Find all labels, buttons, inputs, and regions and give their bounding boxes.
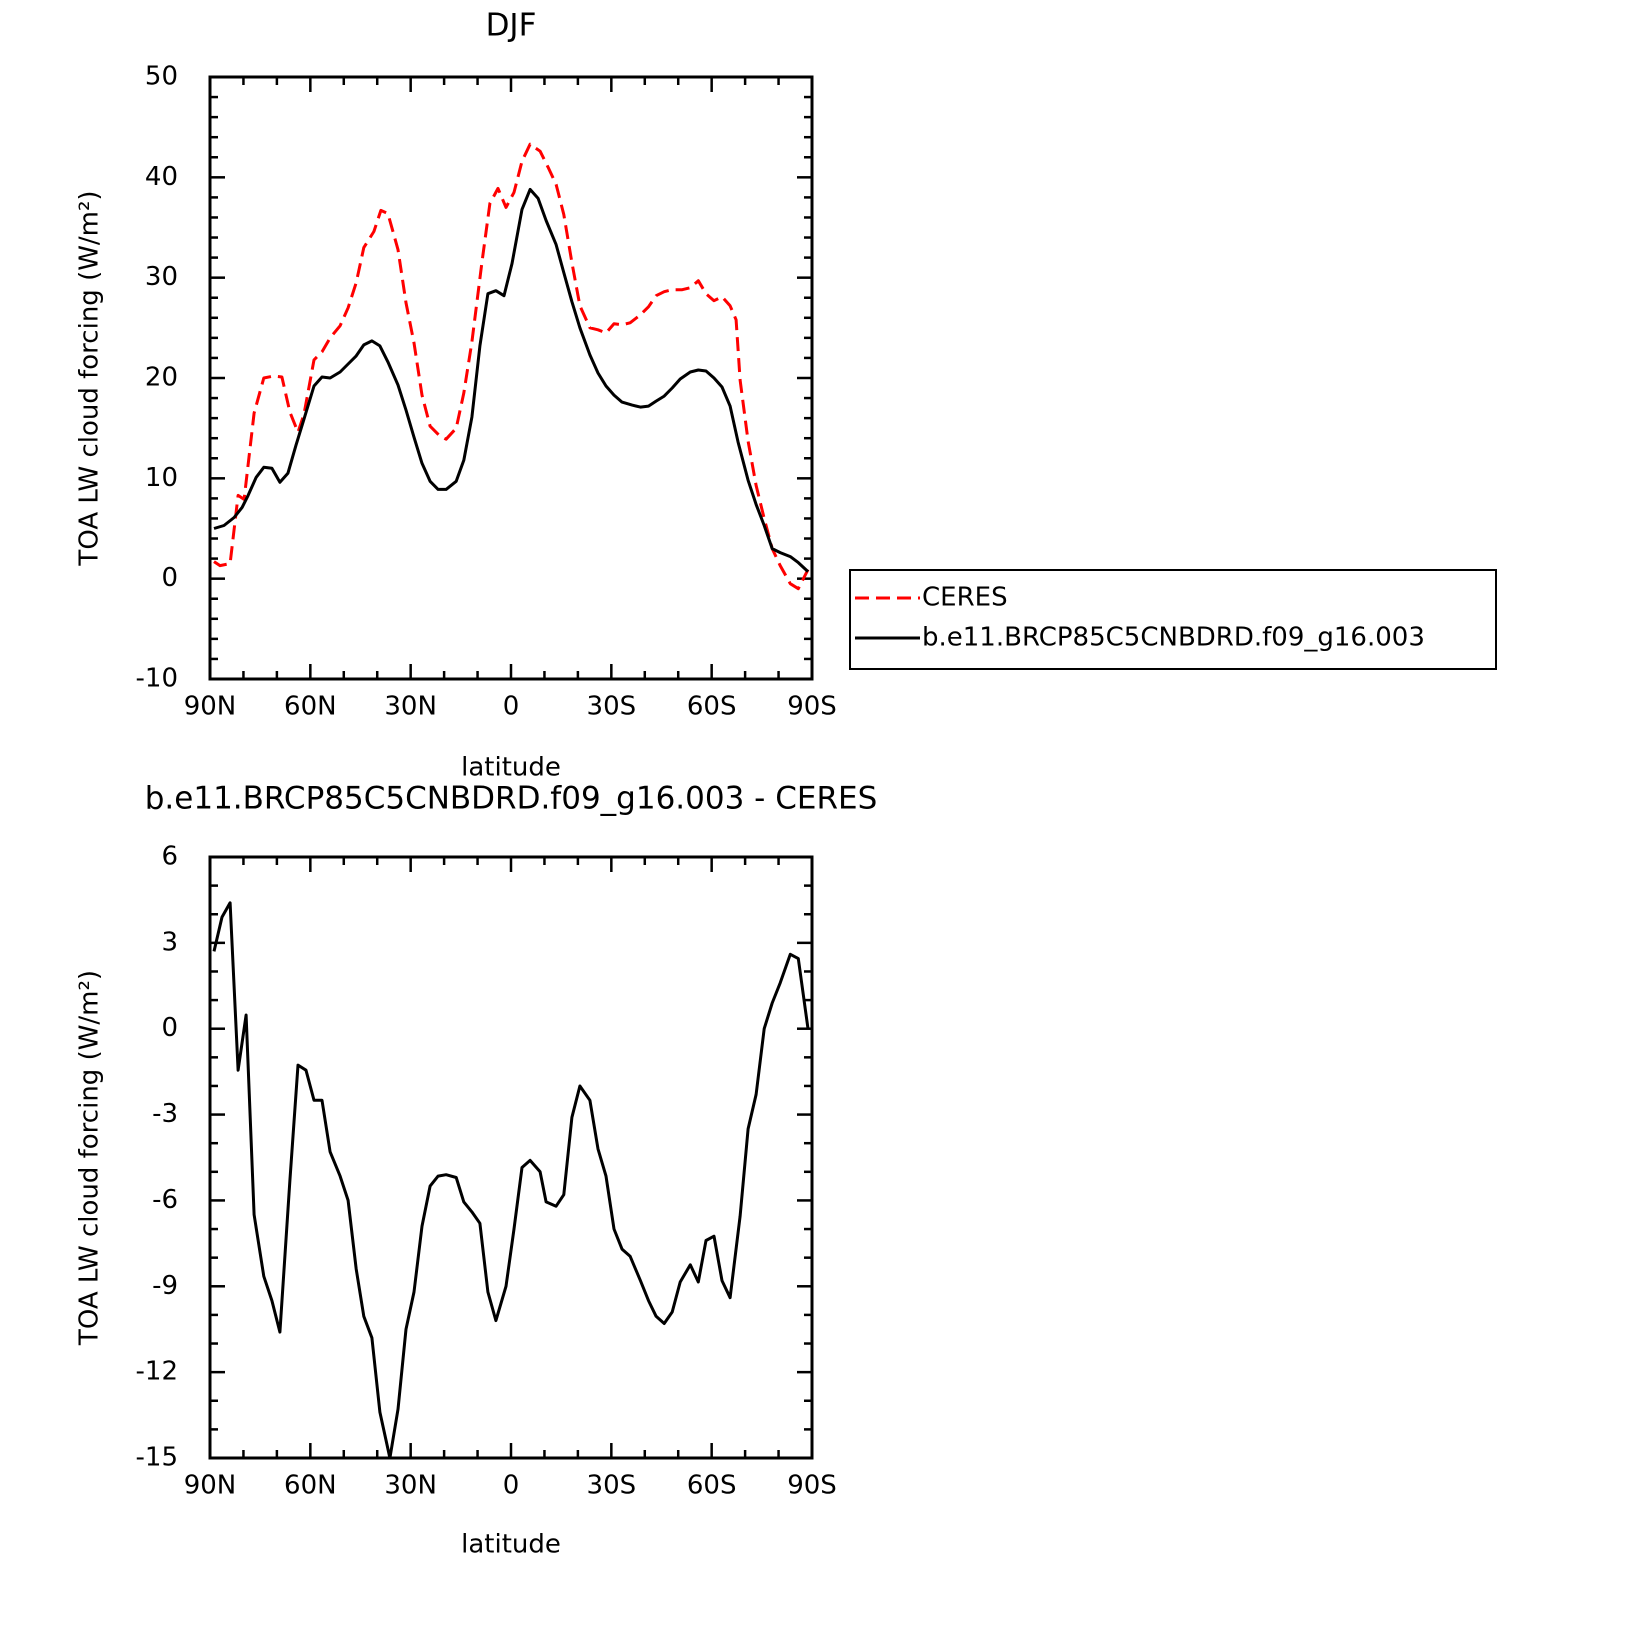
x-tick-label: 90N — [184, 1471, 237, 1501]
data-line — [213, 187, 810, 573]
y-tick-label: 0 — [161, 563, 178, 593]
y-tick-label: 40 — [145, 162, 178, 192]
y-tick-label: 6 — [161, 842, 178, 872]
x-tick-label: 90S — [787, 1471, 837, 1501]
y-tick-label: 30 — [145, 262, 178, 292]
y-tick-label: -9 — [152, 1271, 178, 1301]
x-tick-label: 0 — [503, 692, 520, 722]
x-tick-label: 0 — [503, 1471, 520, 1501]
plot-frame — [208, 855, 814, 1460]
data-line — [212, 901, 810, 1460]
y-tick-label: 0 — [161, 1013, 178, 1043]
x-tick-label: 30N — [384, 1471, 437, 1501]
data-line — [213, 142, 810, 591]
x-axis-label: latitude — [461, 753, 561, 783]
y-tick-label: -15 — [136, 1443, 178, 1473]
x-tick-label: 60N — [284, 692, 337, 722]
x-tick-label: 30S — [587, 692, 637, 722]
y-tick-label: -6 — [152, 1185, 178, 1215]
legend-label: CERES — [922, 583, 1008, 613]
x-axis-label: latitude — [461, 1530, 561, 1560]
x-tick-label: 30S — [587, 1471, 637, 1501]
y-axis-label: TOA LW cloud forcing (W/m²) — [75, 970, 105, 1346]
x-tick-label: 30N — [384, 692, 437, 722]
legend-label: b.e11.BRCP85C5CNBDRD.f09_g16.003 — [922, 623, 1425, 653]
y-axis-label: TOA LW cloud forcing (W/m²) — [75, 190, 105, 566]
y-tick-label: 20 — [145, 363, 178, 393]
x-tick-label: 60S — [687, 692, 737, 722]
chart-title: DJF — [486, 8, 537, 44]
y-tick-label: 50 — [145, 62, 178, 92]
x-tick-label: 90S — [787, 692, 837, 722]
chart-title: b.e11.BRCP85C5CNBDRD.f09_g16.003 - CERES — [145, 781, 878, 817]
y-tick-label: -10 — [136, 664, 178, 694]
x-tick-label: 60S — [687, 1471, 737, 1501]
y-tick-label: -12 — [136, 1357, 178, 1387]
legend-box — [849, 569, 1497, 670]
x-tick-label: 90N — [184, 692, 237, 722]
y-tick-label: -3 — [152, 1099, 178, 1129]
y-tick-label: 3 — [161, 927, 178, 957]
y-tick-label: 10 — [145, 463, 178, 493]
plot-frame — [208, 75, 814, 681]
x-tick-label: 60N — [284, 1471, 337, 1501]
